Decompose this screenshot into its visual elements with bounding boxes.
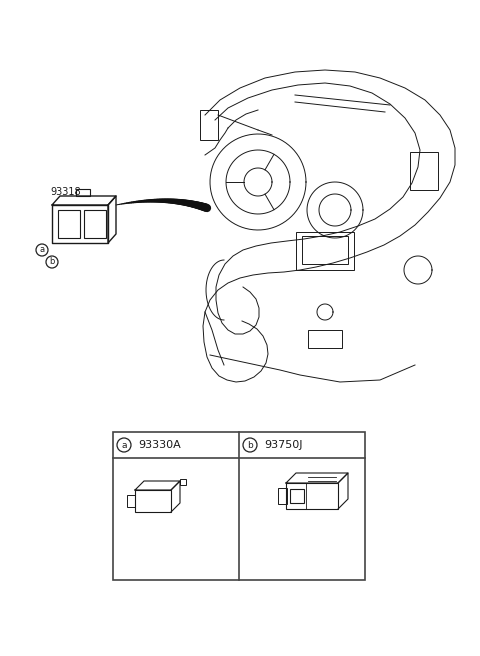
Text: 93318: 93318 — [50, 187, 81, 197]
Text: 93750J: 93750J — [264, 440, 302, 450]
Bar — [127, 495, 135, 507]
Text: b: b — [247, 440, 253, 449]
Bar — [200, 110, 218, 140]
Bar — [308, 330, 342, 348]
Bar — [135, 490, 171, 512]
Bar — [180, 479, 186, 485]
Bar — [410, 152, 438, 190]
Bar — [58, 210, 80, 238]
Bar — [290, 489, 304, 503]
Text: 93330A: 93330A — [138, 440, 181, 450]
Bar — [278, 488, 287, 504]
Text: b: b — [49, 258, 55, 266]
Bar — [302, 236, 348, 264]
Bar — [296, 232, 354, 270]
Bar — [286, 483, 338, 509]
Text: a: a — [39, 245, 45, 255]
Bar — [113, 432, 365, 580]
Text: a: a — [121, 440, 127, 449]
Bar — [84, 210, 106, 238]
Bar — [76, 189, 90, 196]
